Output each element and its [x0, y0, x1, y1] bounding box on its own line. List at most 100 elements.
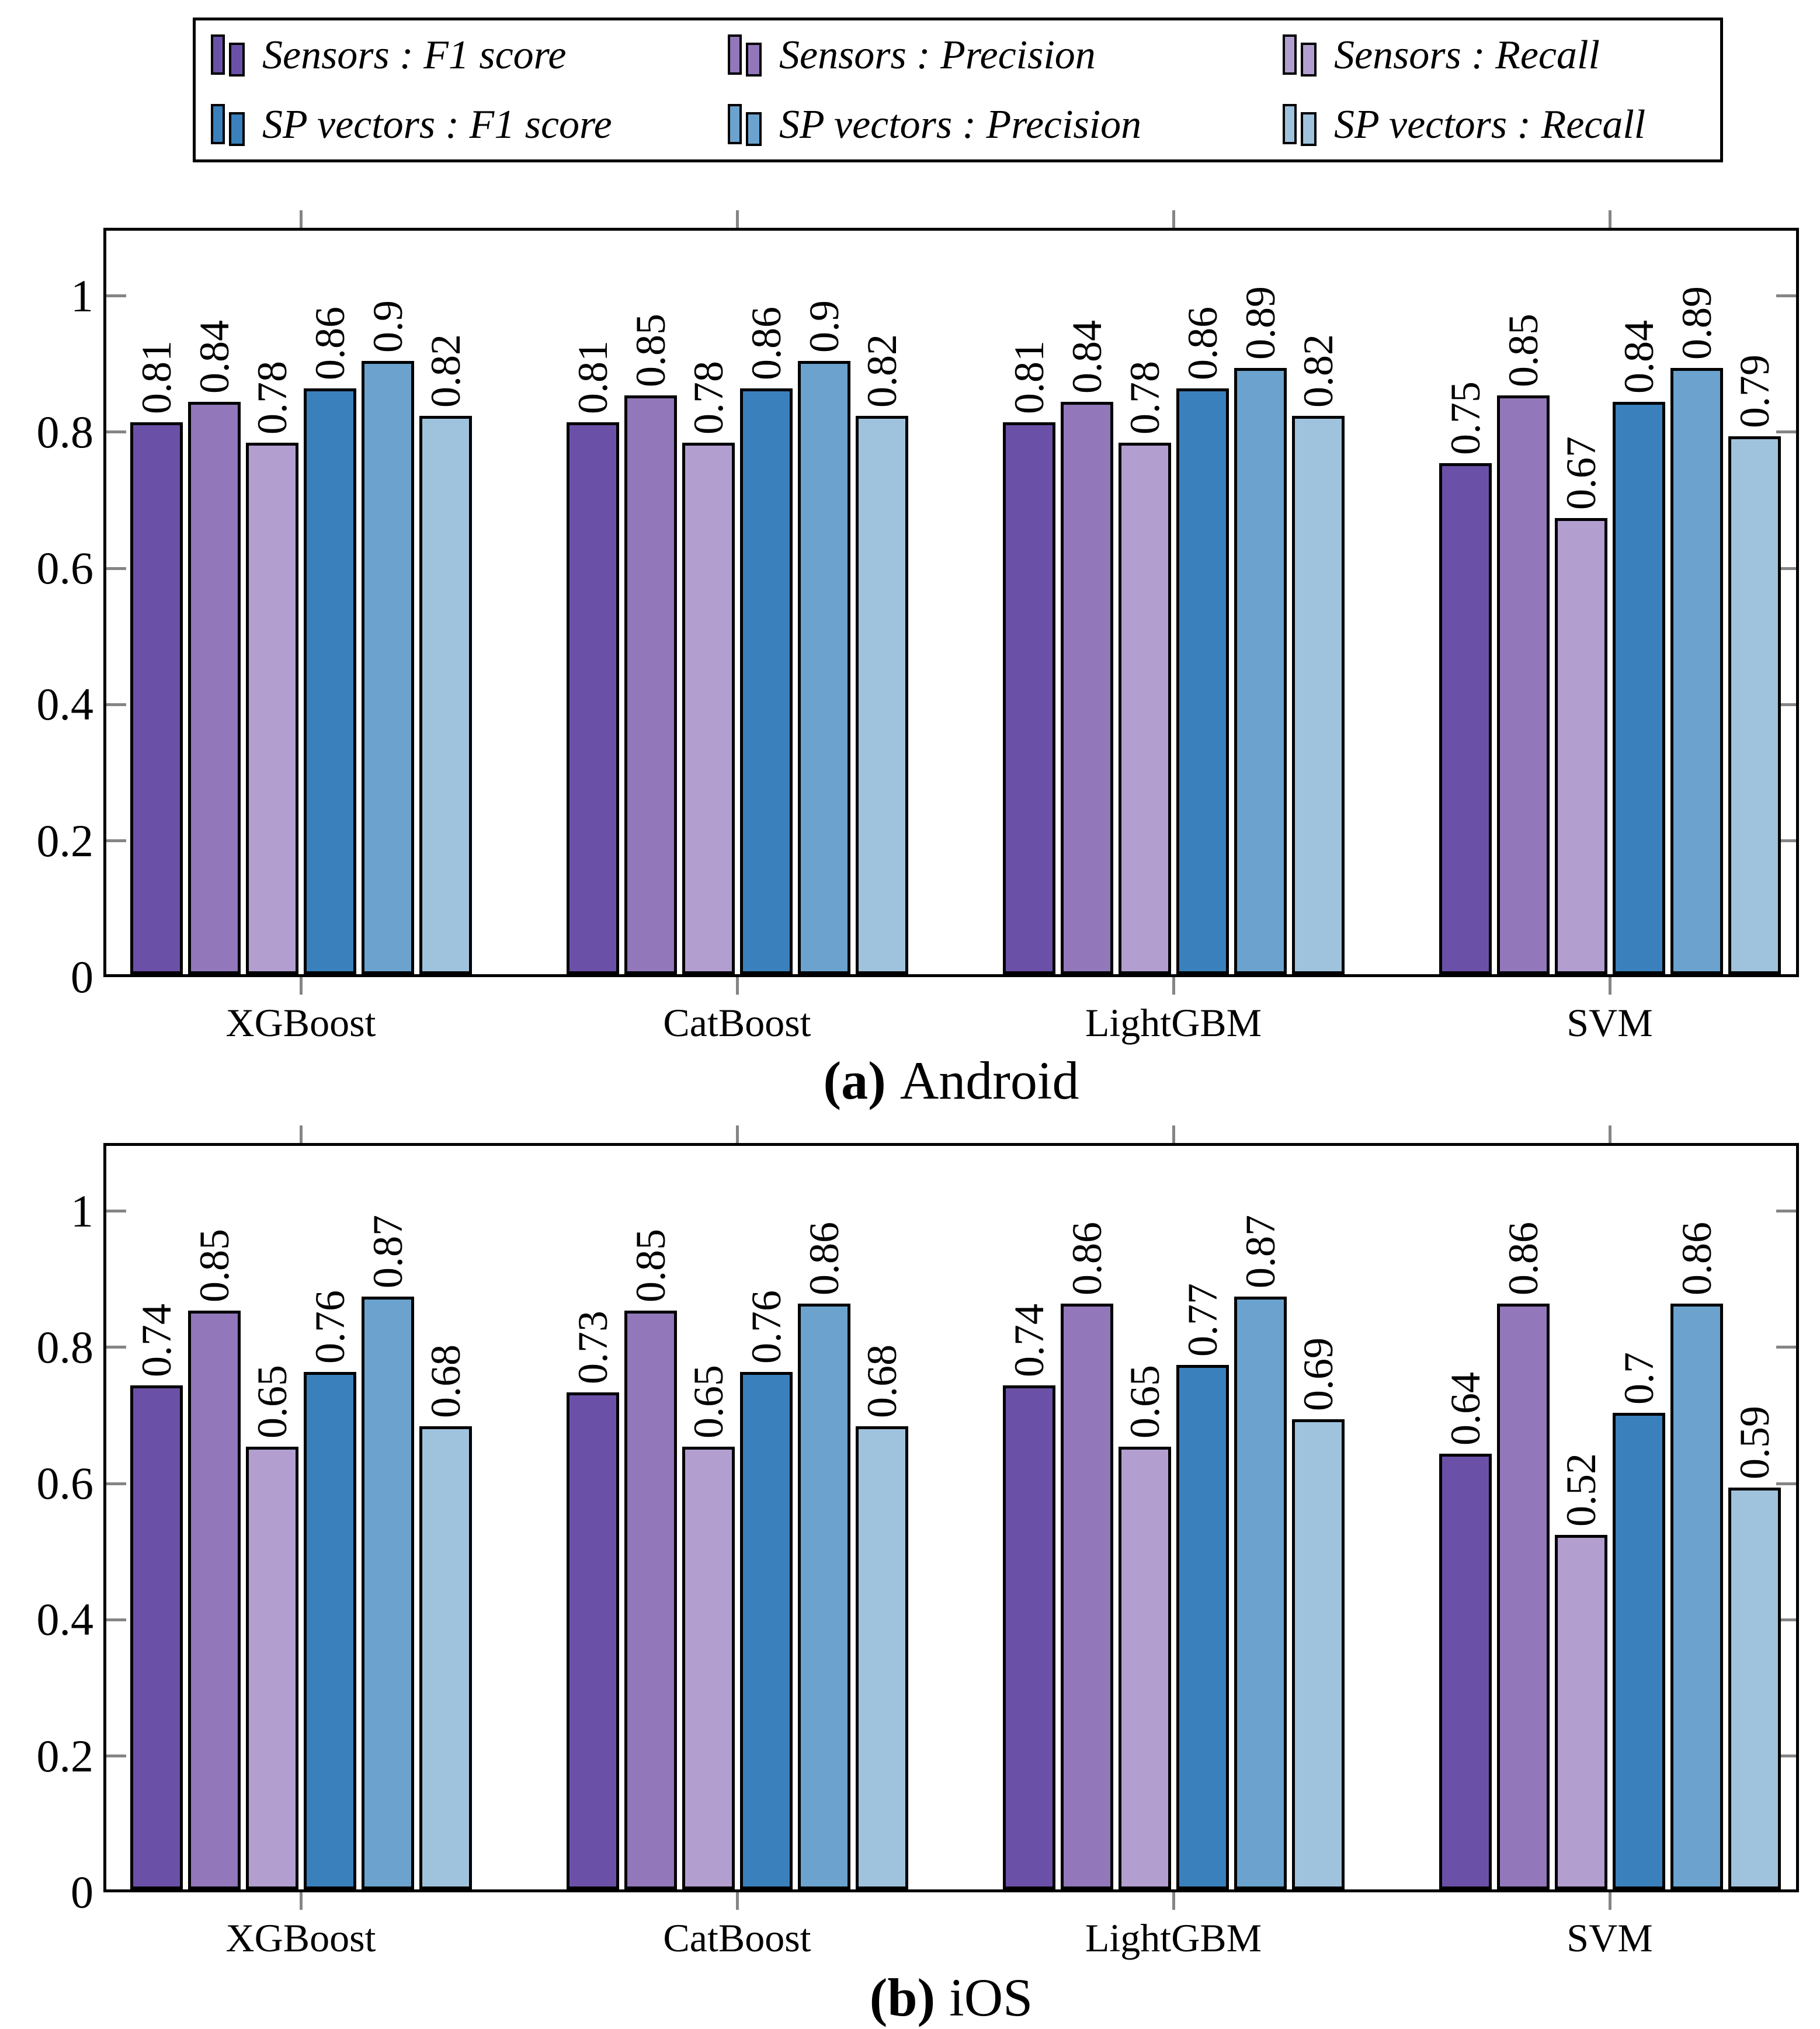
bar-value-label: 0.52	[1557, 1453, 1604, 1527]
x-category-label-lightgbm: LightGBM	[1085, 1916, 1262, 1960]
bar-value-label: 0.74	[1005, 1303, 1053, 1377]
bar-sp_f1	[303, 1371, 356, 1889]
bar-sensors_f1	[130, 422, 183, 974]
bar-value-label: 0.85	[627, 1228, 674, 1302]
bar-sp_precision	[1234, 1297, 1287, 1889]
bar-value-label: 0.78	[685, 361, 732, 435]
bar-sp_recall	[419, 1426, 472, 1889]
caption-ios: (b) iOS	[103, 1967, 1799, 2028]
y-tick-label: 0.2	[36, 1730, 94, 1781]
bar-sp_f1	[739, 1371, 793, 1889]
caption-android: (a) Android	[103, 1050, 1799, 1111]
bar-value-label: 0.86	[306, 306, 353, 380]
bar-sensors_recall	[1118, 1446, 1171, 1889]
bar-value-label: 0.78	[248, 361, 296, 435]
bar-value-label: 0.64	[1442, 1371, 1489, 1446]
bar-value-label: 0.86	[1499, 1221, 1547, 1295]
bar-sensors_f1	[1439, 463, 1492, 974]
y-axis-tick	[106, 294, 126, 298]
bar-sensors_f1	[130, 1385, 183, 1889]
bar-sp_f1	[739, 388, 793, 974]
bar-sp_precision	[1670, 1303, 1723, 1889]
y-axis-tick	[1776, 1210, 1796, 1213]
legend-entry-sensors_f1: Sensors : F1 score	[196, 20, 713, 90]
legend-label: SP vectors : Precision	[779, 102, 1142, 147]
y-axis-tick	[106, 703, 126, 706]
y-axis-tick	[106, 839, 126, 843]
x-category-label-catboost: CatBoost	[663, 1000, 811, 1045]
caption-tag: (a)	[823, 1051, 886, 1110]
bar-sp_precision	[797, 361, 850, 974]
y-axis-tick	[106, 1618, 126, 1621]
bar-sp_precision	[1234, 367, 1287, 974]
bar-value-label: 0.82	[858, 333, 905, 408]
y-axis-tick	[1776, 1618, 1796, 1621]
bar-value-label: 0.84	[190, 320, 238, 394]
legend-entry-sp_f1: SP vectors : F1 score	[196, 90, 713, 159]
bar-value-label: 0.85	[1499, 313, 1547, 387]
y-axis-tick	[106, 1754, 126, 1758]
bar-sensors_f1	[566, 422, 619, 974]
x-axis-tick	[735, 977, 739, 995]
bar-value-label: 0.85	[190, 1228, 238, 1302]
legend-bar-swatch-icon	[211, 34, 247, 77]
x-axis-tick	[735, 1892, 739, 1910]
y-axis-tick	[106, 1482, 126, 1485]
swatch-short-bar	[746, 112, 762, 146]
bar-value-label: 0.76	[306, 1290, 353, 1364]
swatch-tall-bar	[211, 34, 225, 75]
bar-sensors_precision	[187, 402, 241, 974]
y-axis-tick	[106, 567, 126, 570]
y-axis-tick	[1776, 1482, 1796, 1485]
bar-value-label: 0.75	[1442, 381, 1489, 456]
legend-entry-sp_precision: SP vectors : Precision	[713, 90, 1267, 159]
bar-value-label: 0.81	[133, 341, 180, 415]
y-tick-label: 0.4	[36, 1594, 94, 1645]
bar-sp_precision	[361, 361, 414, 974]
y-axis-tick	[106, 1346, 126, 1349]
x-axis-tick	[299, 210, 303, 228]
legend-bar-swatch-icon	[211, 103, 247, 146]
y-tick-label: 0.8	[36, 1321, 94, 1373]
y-tick-label: 0.6	[36, 543, 94, 594]
x-axis-tick	[1172, 1892, 1175, 1910]
y-tick-label: 0.4	[36, 679, 94, 730]
y-tick-label: 1	[71, 270, 93, 321]
y-tick-label: 0	[71, 1867, 93, 1917]
bar-sensors_f1	[566, 1392, 619, 1889]
y-axis-tick	[1776, 294, 1796, 298]
bar-value-label: 0.78	[1121, 361, 1168, 435]
y-axis-tick	[1776, 839, 1796, 843]
y-axis-tick	[1776, 1346, 1796, 1349]
bar-sensors_recall	[1554, 517, 1607, 974]
caption-text: Android	[899, 1051, 1079, 1110]
x-axis-tick	[1608, 977, 1611, 995]
bar-sp_f1	[303, 388, 356, 974]
swatch-short-bar	[1301, 112, 1317, 146]
bar-value-label: 0.67	[1557, 436, 1604, 510]
x-category-label-xgboost: XGBoost	[225, 1000, 376, 1045]
x-axis-tick	[1172, 1125, 1175, 1143]
bar-sp_f1	[1612, 1412, 1665, 1889]
bar-value-label: 0.86	[1673, 1221, 1720, 1295]
legend-box: Sensors : F1 score Sensors : Precision Sen…	[193, 18, 1723, 162]
bar-value-label: 0.82	[422, 333, 469, 408]
x-axis-tick	[1608, 1892, 1611, 1910]
bar-value-label: 0.65	[248, 1364, 296, 1439]
x-category-label-lightgbm: LightGBM	[1085, 1000, 1262, 1045]
bar-sensors_recall	[682, 443, 735, 974]
legend-bar-swatch-icon	[728, 34, 764, 77]
bar-sp_f1	[1176, 1364, 1229, 1889]
bar-value-label: 0.68	[422, 1344, 469, 1418]
bar-sp_f1	[1176, 388, 1229, 974]
bar-value-label: 0.85	[627, 313, 674, 387]
bar-sensors_recall	[245, 443, 298, 974]
bar-sensors_precision	[1060, 1303, 1113, 1889]
swatch-tall-bar	[211, 103, 225, 144]
x-category-label-svm: SVM	[1567, 1916, 1653, 1960]
bar-value-label: 0.9	[800, 300, 848, 353]
x-category-label-xgboost: XGBoost	[225, 1916, 376, 1960]
y-axis-tick	[106, 430, 126, 434]
bar-sensors_recall	[245, 1446, 298, 1889]
